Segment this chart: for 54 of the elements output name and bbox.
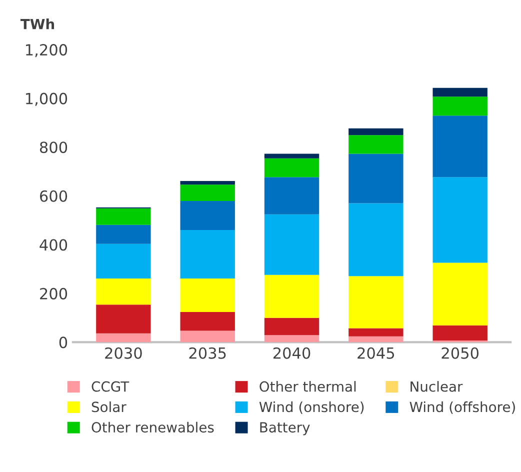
y-tick-label: 400 xyxy=(40,239,68,251)
bar xyxy=(180,184,235,201)
bar xyxy=(180,278,235,312)
bar xyxy=(264,158,320,178)
bar xyxy=(432,177,488,263)
bar xyxy=(96,304,151,334)
bar xyxy=(348,135,404,154)
bar xyxy=(432,96,488,116)
bar xyxy=(96,278,151,305)
bar xyxy=(96,333,151,342)
y-tick-label: 600 xyxy=(40,190,68,202)
bar xyxy=(264,274,320,318)
bar xyxy=(432,88,488,97)
bar xyxy=(432,325,488,340)
bar xyxy=(348,154,404,204)
x-tick-label: 2045 xyxy=(358,347,394,359)
legend-label: Battery xyxy=(260,422,310,436)
y-tick-label: 1,200 xyxy=(26,44,68,58)
legend-label: Other thermal xyxy=(260,381,356,392)
bar xyxy=(264,335,320,342)
legend-label: Solar xyxy=(92,401,126,412)
bar xyxy=(432,116,488,178)
x-tick-label: 2035 xyxy=(189,347,226,359)
bar xyxy=(432,262,488,326)
bar xyxy=(264,177,320,214)
x-tick-label: 2050 xyxy=(442,347,479,359)
bar xyxy=(348,276,404,328)
legend-label: Wind (onshore) xyxy=(259,401,364,414)
y-tick-label: 200 xyxy=(40,288,68,300)
legend-label: Wind (offshore) xyxy=(410,401,515,414)
bar xyxy=(348,336,404,342)
bar xyxy=(348,128,404,136)
bar xyxy=(96,224,151,244)
y-tick-label: 0 xyxy=(59,336,68,348)
bar xyxy=(264,154,320,158)
bar xyxy=(264,214,320,275)
legend-label: CCGT xyxy=(92,381,130,392)
bar xyxy=(348,328,404,336)
bar xyxy=(180,330,235,342)
bar xyxy=(96,208,151,225)
bar xyxy=(264,318,320,336)
x-tick-label: 2040 xyxy=(273,347,310,359)
y-tick-label: 800 xyxy=(40,142,68,154)
y-tick-label: 1,000 xyxy=(26,92,68,106)
bar xyxy=(180,181,235,185)
legend-label: Other renewables xyxy=(92,422,214,433)
bar xyxy=(180,230,235,279)
bar xyxy=(96,244,151,279)
bar xyxy=(180,201,235,230)
y-axis-title: TWh xyxy=(20,18,54,30)
legend-label: Nuclear xyxy=(410,381,463,392)
x-tick-label: 2030 xyxy=(105,347,142,359)
bar xyxy=(180,312,235,331)
bar xyxy=(348,203,404,276)
